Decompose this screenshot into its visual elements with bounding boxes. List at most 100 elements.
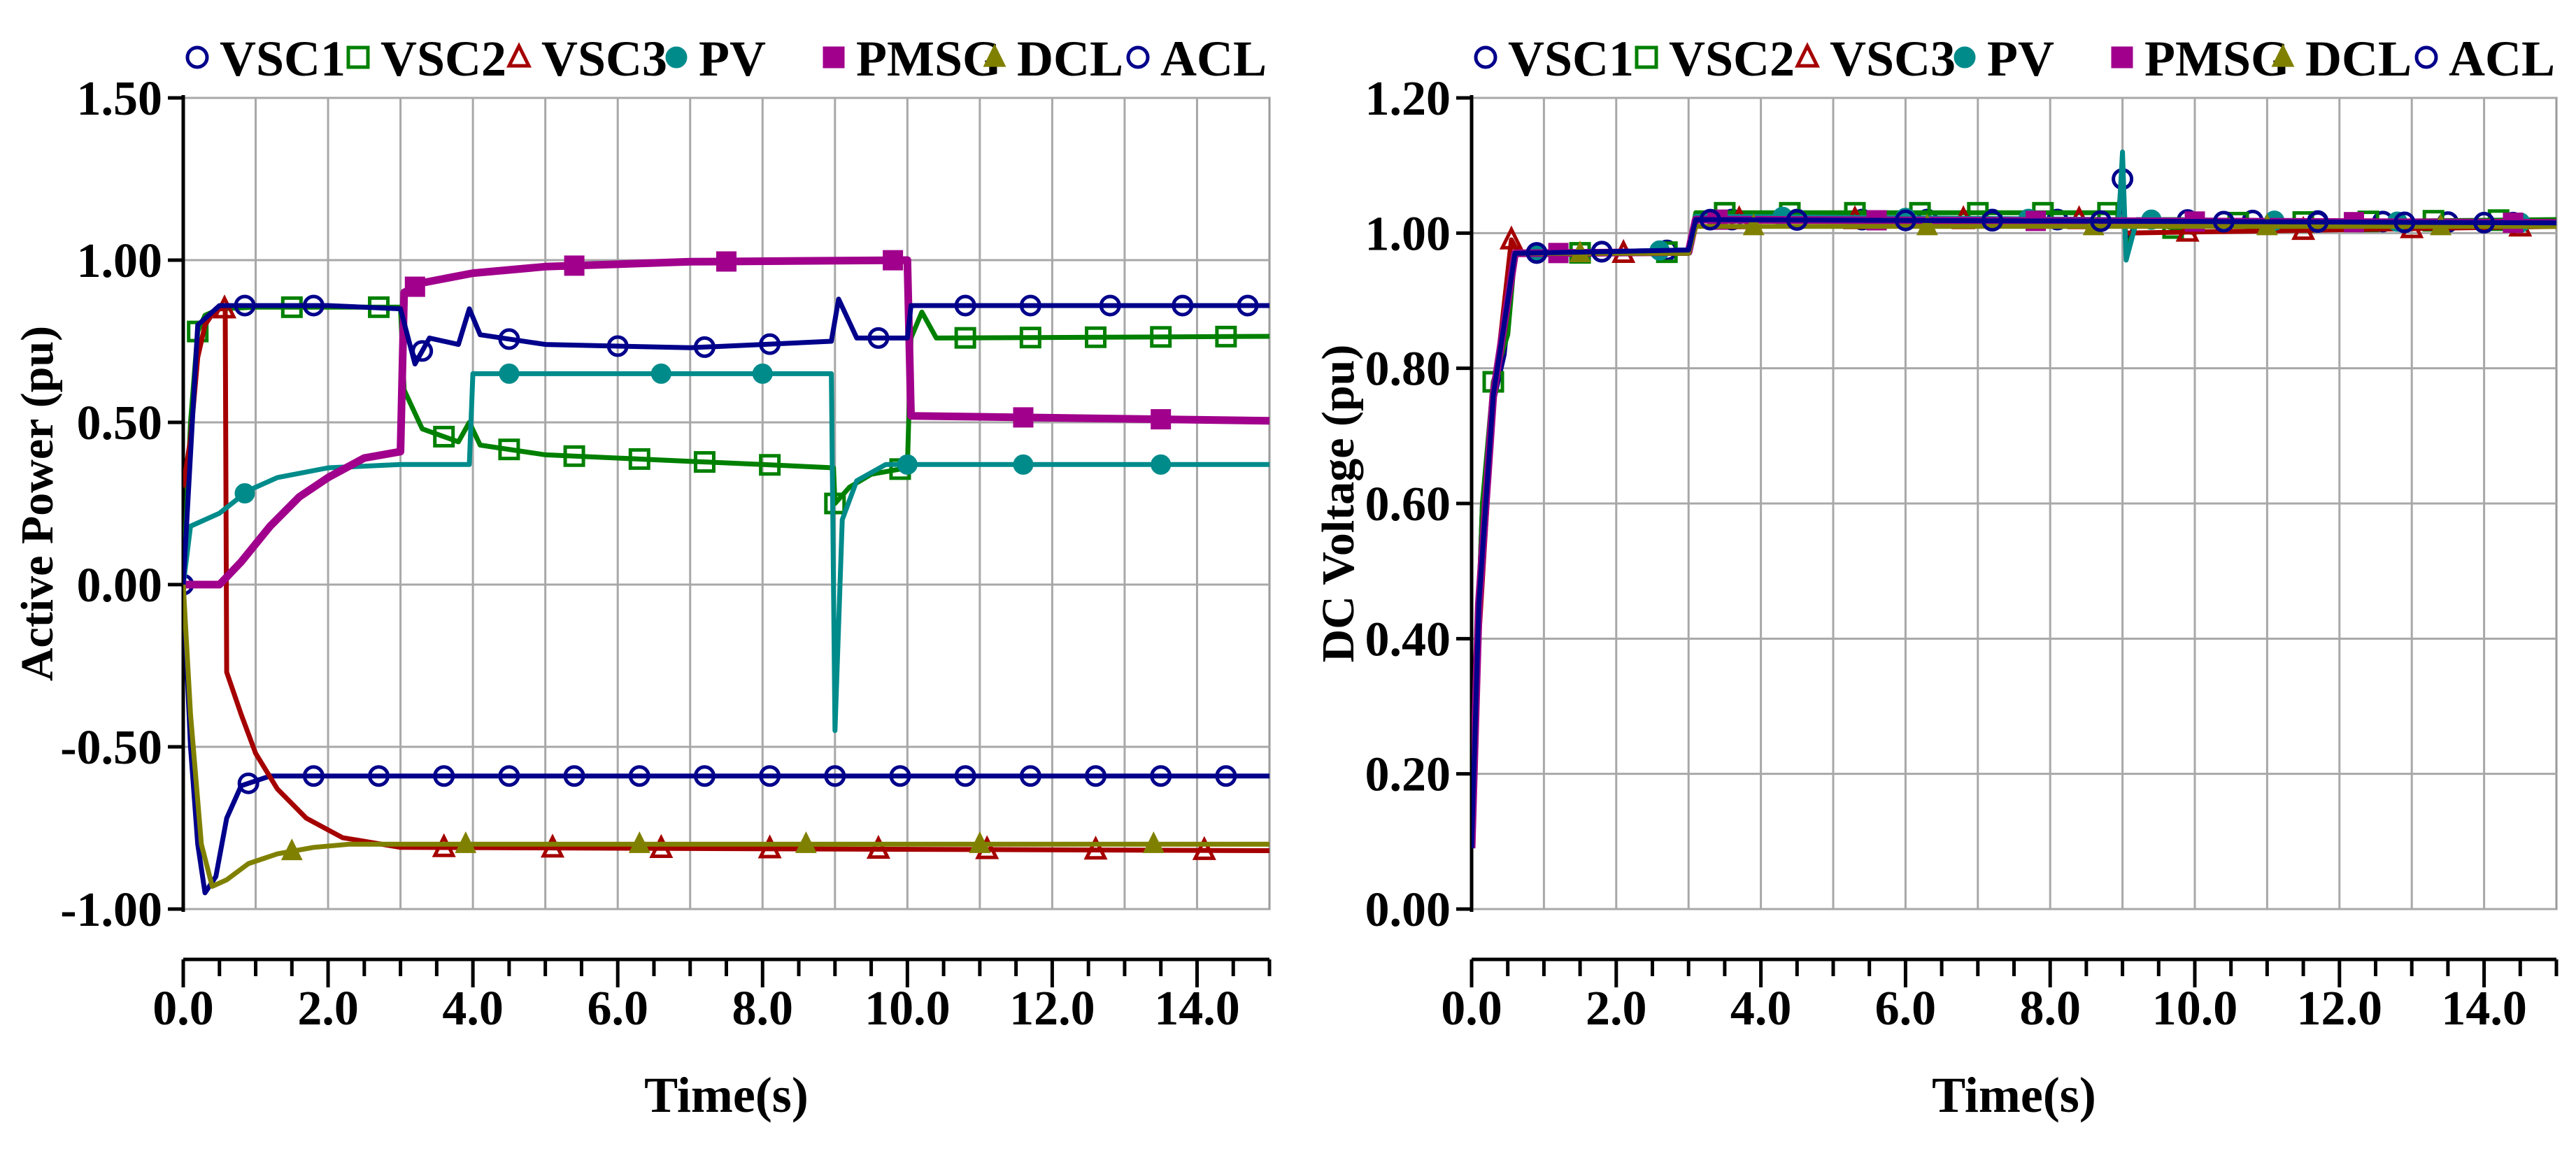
data-point-vsc1 xyxy=(759,765,781,787)
data-point-vsc1 xyxy=(693,765,716,787)
data-point-vsc2 xyxy=(498,438,520,461)
y-tick-label: 0.40 xyxy=(1365,613,1451,666)
x-tick-label: 6.0 xyxy=(587,982,648,1036)
data-point-vsc2 xyxy=(954,327,976,349)
legend-label: ACL xyxy=(2449,31,2555,87)
x-tick-label: 10.0 xyxy=(2152,982,2238,1036)
data-point-vsc3 xyxy=(866,834,890,859)
plot-area xyxy=(182,96,1271,910)
x-tick-label: 0.0 xyxy=(152,982,214,1036)
data-point-pmsg xyxy=(716,251,736,272)
series-vsc3 xyxy=(183,294,1269,860)
data-point-vsc1 xyxy=(433,765,455,787)
data-point-vsc1 xyxy=(1019,765,1041,787)
legend-label: VSC2 xyxy=(380,31,506,87)
data-point-dcl xyxy=(1916,213,1938,236)
data-point-vsc2 xyxy=(1019,327,1041,349)
series-acl xyxy=(1472,208,2556,849)
y-tick-label: -0.50 xyxy=(60,721,162,775)
data-point-dcl xyxy=(2430,213,2452,236)
data-point-dcl xyxy=(455,831,477,853)
x-tick-label: 8.0 xyxy=(2019,982,2081,1036)
y-tick-label: 0.20 xyxy=(1365,748,1451,802)
x-axis: 0.0 2.0 4.0 6.0 8.0 10.0 12.0 14.0 xyxy=(1441,957,2559,1036)
legend-marker-pmsg xyxy=(823,46,845,69)
active-power-panel: 1.50 1.00 0.50 0.00 -0.50 -1.00 Active Power (… xyxy=(12,31,1272,1123)
x-tick-label: 14.0 xyxy=(1154,982,1240,1036)
legend-label: ACL xyxy=(1160,31,1267,87)
data-point-acl xyxy=(1172,294,1194,317)
data-point-acl xyxy=(2473,211,2496,234)
grid-lines xyxy=(1472,96,2556,910)
legend-marker-dcl xyxy=(2271,43,2295,67)
dc-voltage-panel: 1.20 1.00 0.80 0.60 0.40 0.20 0.00 DC Voltage (… xyxy=(1313,31,2559,1123)
legend-marker-dcl xyxy=(983,43,1006,67)
data-point-acl xyxy=(606,335,629,357)
data-point-vsc2 xyxy=(1150,326,1172,348)
data-point-pmsg xyxy=(1013,407,1034,428)
legend-label: PMSG xyxy=(2144,31,2290,87)
x-tick-label: 12.0 xyxy=(1009,982,1095,1036)
data-point-acl xyxy=(867,327,890,349)
y-tick-label: 0.80 xyxy=(1365,343,1451,396)
series-line-vsc1 xyxy=(183,584,1269,896)
data-point-acl xyxy=(2307,210,2329,233)
legend-item-pv: PV xyxy=(1954,31,2054,87)
series-acl xyxy=(183,294,1269,585)
data-point-vsc1 xyxy=(954,765,976,787)
data-point-pv xyxy=(1151,454,1172,475)
data-point-vsc3 xyxy=(757,834,782,859)
legend-item-pmsg: PMSG xyxy=(2111,31,2290,87)
data-point-acl xyxy=(2393,211,2416,234)
x-axis-title: Time(s) xyxy=(1932,1067,2096,1123)
legend-item-vsc1: VSC1 xyxy=(185,31,346,87)
data-point-pv xyxy=(1013,454,1034,475)
data-point-vsc2 xyxy=(759,454,781,476)
data-point-vsc3 xyxy=(1499,225,1523,250)
data-point-acl xyxy=(2212,210,2235,233)
legend-marker-pv xyxy=(665,46,688,69)
series-line-acl xyxy=(183,296,1269,585)
legend: VSC1 VSC2 VSC3 PV PMSG DCL ACL xyxy=(1474,31,2555,87)
x-tick-label: 12.0 xyxy=(2297,982,2383,1036)
data-point-pv xyxy=(650,363,671,384)
series-pv xyxy=(183,363,1269,734)
legend-label: DCL xyxy=(2305,31,2412,87)
x-tick-label: 8.0 xyxy=(732,982,794,1036)
data-point-vsc1 xyxy=(368,765,390,787)
data-point-vsc2 xyxy=(1085,326,1107,348)
data-point-acl xyxy=(1786,209,1808,231)
x-tick-label: 2.0 xyxy=(297,982,359,1036)
legend-label: PV xyxy=(1987,31,2054,87)
series-line-vsc3 xyxy=(183,306,1269,853)
legend-item-vsc3: VSC3 xyxy=(1794,31,1956,87)
data-point-vsc1 xyxy=(1215,765,1237,787)
legend-item-vsc2: VSC2 xyxy=(346,31,506,87)
y-tick-label: 0.00 xyxy=(77,559,163,613)
data-point-vsc1 xyxy=(1150,765,1172,787)
data-point-vsc1 xyxy=(889,765,911,787)
legend-item-acl: ACL xyxy=(2414,31,2555,87)
legend-marker-acl xyxy=(2414,45,2438,69)
y-tick-label: -1.00 xyxy=(60,883,162,937)
data-point-dcl xyxy=(1142,831,1165,853)
legend-item-vsc1: VSC1 xyxy=(1474,31,1634,87)
y-tick-label: 1.20 xyxy=(1365,72,1451,126)
data-point-vsc2 xyxy=(628,448,650,470)
x-axis: 0.0 2.0 4.0 6.0 8.0 10.0 12.0 14.0 xyxy=(152,957,1272,1036)
x-tick-label: 2.0 xyxy=(1586,982,1647,1036)
data-point-pmsg xyxy=(883,250,904,271)
series-line-pmsg xyxy=(183,256,1269,589)
legend-item-dcl: DCL xyxy=(2271,31,2412,87)
data-point-acl xyxy=(234,294,256,317)
legend-label: PV xyxy=(699,31,766,87)
legend-item-pmsg: PMSG xyxy=(823,31,1002,87)
data-point-acl xyxy=(2090,210,2112,232)
series-line-acl xyxy=(1472,217,2556,849)
data-point-vsc2 xyxy=(433,425,455,448)
data-point-acl xyxy=(411,340,434,362)
data-point-acl xyxy=(302,294,325,317)
data-point-dcl xyxy=(795,831,817,853)
legend-label: VSC3 xyxy=(1830,31,1956,87)
